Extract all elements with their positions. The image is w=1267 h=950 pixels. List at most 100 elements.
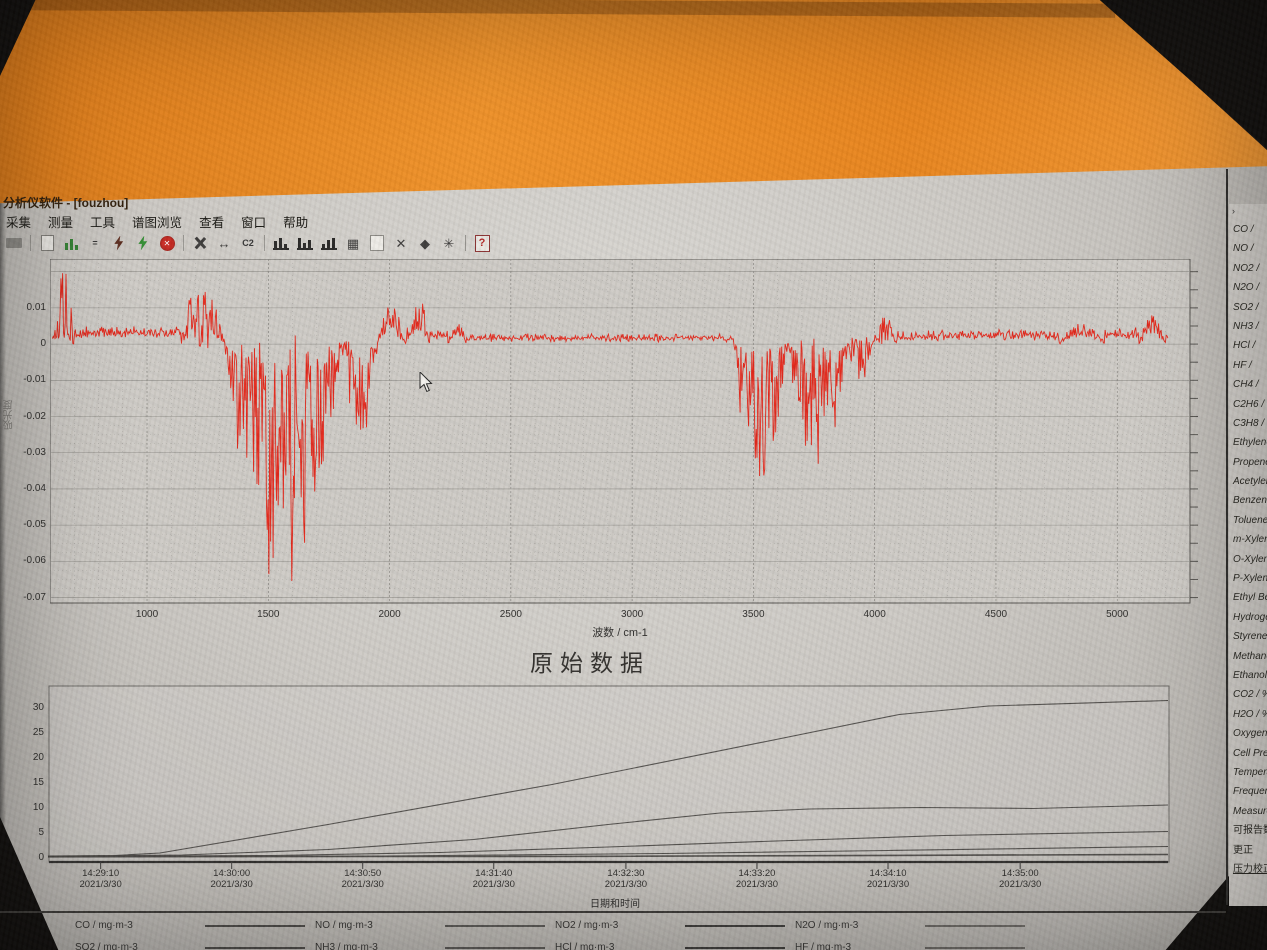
sidebar-item-13[interactable]: Acetylene <box>1233 476 1267 488</box>
sidebar-item-18[interactable]: P-Xylene <box>1233 573 1267 585</box>
trend-y-tick-label: 0 <box>38 852 44 863</box>
help-book-icon: ? <box>474 234 490 252</box>
legend-label: NO / mg·m-3 <box>315 920 373 931</box>
sidebar-item-6[interactable]: HCl / <box>1233 340 1256 352</box>
gear-icon: ✳ <box>443 235 455 251</box>
sidebar-item-19[interactable]: Ethyl Benzene <box>1233 592 1267 604</box>
menu-item-1[interactable]: 测量 <box>48 216 74 230</box>
sidebar-item-3[interactable]: N2O / <box>1233 282 1260 294</box>
sidebar-item-26[interactable]: Oxygen / % <box>1233 728 1267 740</box>
spectrum-plot[interactable] <box>50 259 1200 605</box>
grid-icon[interactable]: ▦ <box>342 233 364 253</box>
sidebar-item-4[interactable]: SO2 / <box>1233 301 1259 313</box>
trend-y-tick-label: 15 <box>32 777 44 788</box>
sidebar-item-25[interactable]: H2O / % <box>1233 708 1267 720</box>
trend-x-tick-label: 14:29:10 2021/3/30 <box>61 868 141 890</box>
spectrum-x-tick-label: 2000 <box>378 609 401 620</box>
sidebar-item-14[interactable]: Benzene <box>1233 495 1267 507</box>
spectrum-x-tick-label: 1500 <box>257 609 280 620</box>
spectrum-x-tick-label: 4500 <box>984 609 1008 620</box>
sidebar-item-0[interactable]: CO / <box>1233 224 1254 235</box>
axis-cross-icon[interactable]: ✕ <box>390 233 412 253</box>
flash-dark-icon[interactable] <box>108 233 130 253</box>
toolbar-separator <box>465 235 466 251</box>
grid-icon: ▦ <box>346 235 360 251</box>
legend-divider <box>0 911 1226 913</box>
sidebar-item-15[interactable]: Toluene <box>1233 514 1267 526</box>
print-icon[interactable] <box>3 233 25 253</box>
spectrum-x-axis-title: 波数 / cm-1 <box>592 627 648 639</box>
spectrum-x-tick-label: 5000 <box>1106 609 1129 620</box>
sidebar-item-31[interactable]: 可报告数据 <box>1233 825 1267 837</box>
peaks-icon-2[interactable] <box>294 233 316 253</box>
sidebar-item-29[interactable]: Frequency / <box>1233 786 1267 798</box>
spectrum-y-tick-label: -0.07 <box>23 591 46 603</box>
sidebar-item-10[interactable]: C3H8 / <box>1233 417 1265 429</box>
sidebar-item-17[interactable]: O-Xylene <box>1233 553 1267 565</box>
trend-x-axis-title: 日期和时间 <box>590 899 640 910</box>
swap-arrows-icon[interactable]: ↔ <box>213 233 235 253</box>
sidebar-item-28[interactable]: Temperature / <box>1233 766 1267 778</box>
sidebar-item-9[interactable]: C2H6 / <box>1233 398 1265 410</box>
sidebar-item-27[interactable]: Cell Pressure <box>1233 747 1267 759</box>
trend-tick-time: 14:30:00 <box>213 868 251 879</box>
c2-link-icon: C2 <box>242 238 254 248</box>
equals-icon[interactable]: = <box>84 233 106 253</box>
trend-y-tick-label: 25 <box>32 727 44 738</box>
toolbar-separator <box>183 235 184 251</box>
sidebar-item-2[interactable]: NO2 / <box>1233 262 1260 274</box>
tools-icon[interactable] <box>189 233 211 253</box>
sidebar-item-23[interactable]: Ethanol / <box>1233 669 1267 681</box>
sidebar-item-32[interactable]: 更正 <box>1233 844 1253 856</box>
menu-item-4[interactable]: 查看 <box>199 216 225 230</box>
trend-y-tick-label: 5 <box>38 827 44 838</box>
sidebar-item-16[interactable]: m-Xylene <box>1233 534 1267 546</box>
trend-x-tick-label: 14:31:40 2021/3/30 <box>454 868 534 890</box>
gear-icon[interactable]: ✳ <box>438 233 460 253</box>
toolbar-separator <box>264 235 265 251</box>
sidebar-item-20[interactable]: Hydrogen <box>1233 611 1267 623</box>
trend-tick-time: 14:29:10 <box>82 868 120 879</box>
trend-x-tick-label: 14:30:00 2021/3/30 <box>192 868 272 890</box>
trend-tick-time: 14:33:20 <box>738 868 776 879</box>
stop-icon[interactable]: ✕ <box>156 233 178 253</box>
peaks-icon-1[interactable] <box>270 233 292 253</box>
trend-tick-time: 14:32:30 <box>607 868 645 879</box>
c2-link-icon[interactable]: C2 <box>237 233 259 253</box>
sidebar-item-33[interactable]: 压力校正 <box>1233 863 1267 875</box>
trend-x-tick-label: 14:30:50 2021/3/30 <box>323 868 403 890</box>
trend-x-tick-label: 14:33:20 2021/3/30 <box>717 868 797 890</box>
help-book-icon[interactable]: ? <box>471 233 493 253</box>
menu-item-6[interactable]: 帮助 <box>283 216 309 230</box>
diamond-icon[interactable]: ◆ <box>414 233 436 253</box>
trend-tick-date: 2021/3/30 <box>341 879 384 890</box>
spectrum-x-tick-label: 2500 <box>499 609 522 620</box>
axis-cross-icon: ✕ <box>395 235 407 251</box>
save-page-icon[interactable] <box>36 233 58 253</box>
sidebar-item-30[interactable]: Measured Re <box>1233 805 1267 817</box>
spectrum-y-tick-label: -0.05 <box>23 519 46 531</box>
chart-bars-icon[interactable] <box>60 233 82 253</box>
sidebar-item-7[interactable]: HF / <box>1233 359 1252 371</box>
flash-green-icon[interactable] <box>132 233 154 253</box>
sidebar-item-12[interactable]: Propene <box>1233 456 1267 468</box>
menu-item-2[interactable]: 工具 <box>90 216 116 230</box>
peaks-icon-2 <box>297 236 313 250</box>
trend-plot[interactable] <box>48 685 1170 871</box>
sidebar-item-22[interactable]: Methanol <box>1233 650 1267 662</box>
copy-page-icon[interactable] <box>366 233 388 253</box>
sidebar-item-8[interactable]: CH4 / <box>1233 379 1259 391</box>
trend-x-tick-label: 14:35:00 2021/3/30 <box>980 868 1060 890</box>
sidebar-item-1[interactable]: NO / <box>1233 243 1254 255</box>
peaks-icon-3[interactable] <box>318 233 340 253</box>
trend-y-tick-label: 10 <box>32 802 44 813</box>
sidebar-top-mark: › <box>1232 206 1235 216</box>
sidebar-item-5[interactable]: NH3 / <box>1233 320 1259 332</box>
menu-item-5[interactable]: 窗口 <box>241 216 267 230</box>
legend-label: SO2 / mg·m-3 <box>75 942 138 950</box>
menu-item-3[interactable]: 谱图浏览 <box>132 216 183 230</box>
menu-item-0[interactable]: 采集 <box>6 216 32 230</box>
sidebar-item-21[interactable]: Styrene / <box>1233 631 1267 643</box>
sidebar-item-11[interactable]: Ethylene <box>1233 437 1267 449</box>
sidebar-item-24[interactable]: CO2 / % <box>1233 689 1267 701</box>
